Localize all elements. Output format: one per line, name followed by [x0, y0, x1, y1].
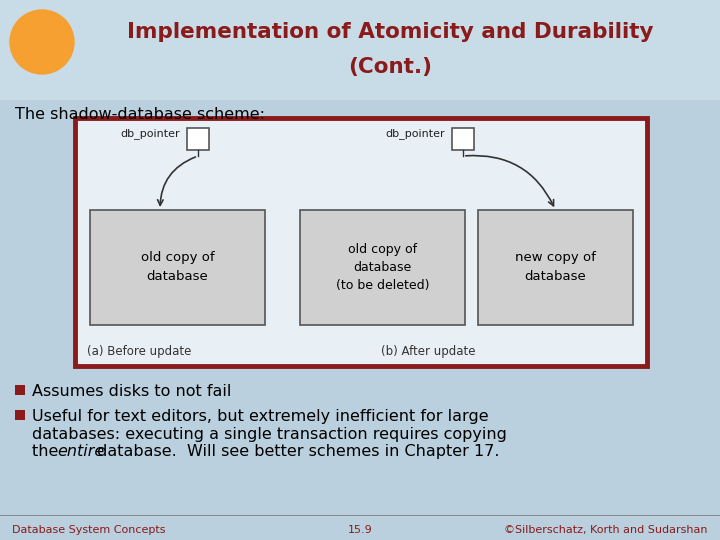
Circle shape [10, 10, 74, 74]
Bar [452, 128, 474, 150]
Text: (b) After update: (b) After update [381, 345, 475, 358]
Bar [478, 210, 633, 325]
Text: Database System Concepts: Database System Concepts [12, 525, 166, 535]
Bar [15, 385, 25, 395]
Bar [75, 118, 647, 366]
Text: ©Silberschatz, Korth and Sudarshan: ©Silberschatz, Korth and Sudarshan [505, 525, 708, 535]
Bar [187, 128, 209, 150]
Text: db_pointer: db_pointer [120, 128, 180, 139]
Bar [300, 210, 465, 325]
Text: 15.9: 15.9 [348, 525, 372, 535]
Text: entire: entire [57, 444, 104, 459]
Bar [15, 410, 25, 420]
Text: new copy of
database: new copy of database [515, 252, 596, 284]
Text: the: the [32, 444, 63, 459]
Text: Implementation of Atomicity and Durability: Implementation of Atomicity and Durabili… [127, 22, 653, 42]
Text: old copy of
database: old copy of database [140, 252, 215, 284]
Text: (Cont.): (Cont.) [348, 57, 432, 77]
Text: Assumes disks to not fail: Assumes disks to not fail [32, 384, 231, 399]
Text: db_pointer: db_pointer [385, 128, 445, 139]
Bar [0, 0, 720, 100]
Text: database.  Will see better schemes in Chapter 17.: database. Will see better schemes in Cha… [92, 444, 500, 459]
Text: Useful for text editors, but extremely inefficient for large: Useful for text editors, but extremely i… [32, 409, 489, 424]
Text: databases: executing a single transaction requires copying: databases: executing a single transactio… [32, 427, 507, 442]
Text: old copy of
database
(to be deleted): old copy of database (to be deleted) [336, 243, 429, 292]
Text: (a) Before update: (a) Before update [87, 345, 192, 358]
Text: The shadow-database scheme:: The shadow-database scheme: [15, 107, 265, 122]
Bar [90, 210, 265, 325]
